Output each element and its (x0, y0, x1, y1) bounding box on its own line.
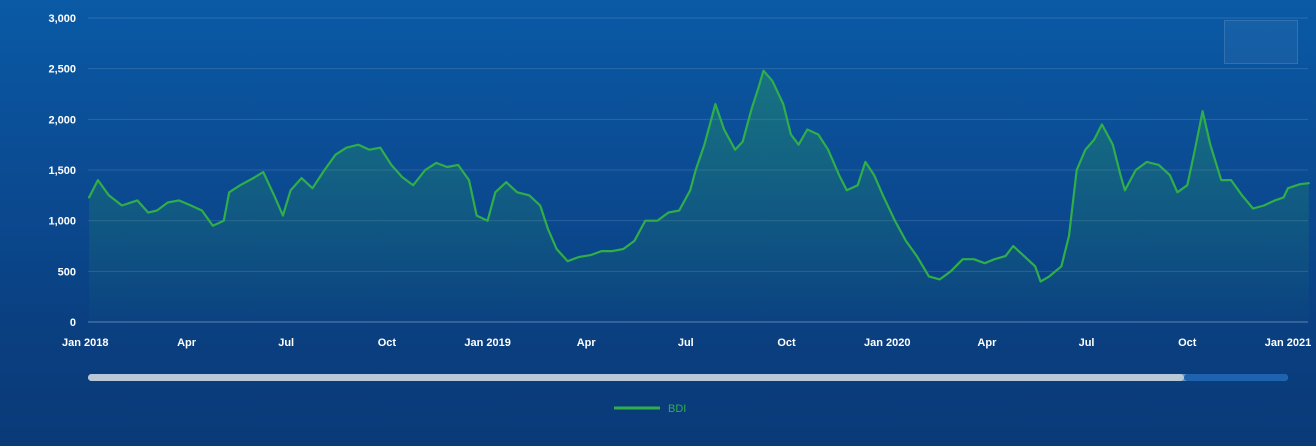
navigator-selected-range[interactable] (88, 374, 1184, 381)
x-tick-label: Oct (378, 337, 397, 349)
y-tick-label: 1,500 (48, 165, 76, 177)
x-tick-label: Jan 2019 (464, 337, 510, 349)
y-tick-label: 2,000 (48, 114, 76, 126)
series-area-bdi (89, 70, 1309, 322)
series-line-bdi[interactable] (88, 69, 1310, 283)
x-tick-label: Oct (777, 337, 796, 349)
y-tick-label: 1,000 (48, 216, 76, 228)
x-axis-labels: Jan 2018 Apr Jul Oct Jan 2019 Apr Jul Oct Jan 20… (62, 337, 1311, 349)
x-tick-label: Jul (1079, 337, 1095, 349)
x-tick-label: Jan 2021 (1265, 337, 1311, 349)
x-tick-label: Oct (1178, 337, 1197, 349)
x-tick-label: Apr (977, 337, 997, 349)
navigator-handle[interactable] (1184, 374, 1288, 381)
y-tick-label: 3,000 (48, 13, 76, 25)
legend[interactable]: BDI (614, 403, 686, 415)
x-tick-label: Apr (177, 337, 197, 349)
legend-label-bdi: BDI (668, 403, 686, 415)
x-tick-label: Jul (678, 337, 694, 349)
y-tick-label: 2,500 (48, 64, 76, 76)
series-layer (88, 69, 1310, 322)
x-tick-label: Apr (577, 337, 597, 349)
x-tick-label: Jul (278, 337, 294, 349)
y-tick-label: 500 (58, 266, 76, 278)
watermark-logo (1224, 20, 1298, 64)
x-tick-label: Jan 2020 (864, 337, 910, 349)
y-tick-label: 0 (70, 317, 76, 329)
x-tick-label: Jan 2018 (62, 337, 108, 349)
y-axis-labels: 0 500 1,000 1,500 2,000 2,500 3,000 (48, 13, 76, 329)
